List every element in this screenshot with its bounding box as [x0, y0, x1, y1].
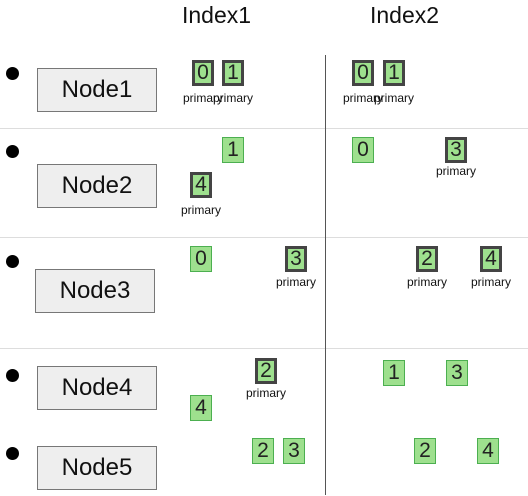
column-divider: [325, 55, 326, 495]
shard: 2: [416, 246, 438, 272]
node-button[interactable]: Node2: [37, 164, 157, 208]
shard: 0: [352, 137, 374, 163]
shard: 0: [190, 246, 212, 272]
node-button[interactable]: Node1: [37, 68, 157, 112]
shard: 4: [190, 172, 212, 198]
shard: 2: [255, 358, 277, 384]
shard: 2: [414, 438, 436, 464]
row-separator: [0, 237, 528, 238]
shard: 3: [285, 246, 307, 272]
shard: 4: [477, 438, 499, 464]
index-header: Index2: [370, 2, 440, 28]
row-separator: [0, 348, 528, 349]
shard: 1: [383, 60, 405, 86]
bullet: [6, 255, 19, 268]
node-button[interactable]: Node5: [37, 446, 157, 490]
shard-caption: primary: [180, 203, 222, 217]
node-button[interactable]: Node3: [35, 269, 155, 313]
shard-caption: primary: [435, 164, 477, 178]
shard: 3: [446, 360, 468, 386]
index-header: Index1: [182, 2, 252, 28]
shard: 3: [283, 438, 305, 464]
shard-caption: primary: [342, 91, 384, 105]
bullet: [6, 369, 19, 382]
shard: 4: [190, 395, 212, 421]
shard: 4: [480, 246, 502, 272]
shard: 1: [383, 360, 405, 386]
shard-caption: primary: [275, 275, 317, 289]
bullet: [6, 67, 19, 80]
bullet: [6, 145, 19, 158]
shard-caption: primary: [212, 91, 254, 105]
shard: 2: [252, 438, 274, 464]
shard-caption: primary: [245, 386, 287, 400]
shard-caption: primary: [470, 275, 512, 289]
row-separator: [0, 128, 528, 129]
shard-caption: primary: [182, 91, 224, 105]
shard: 3: [445, 137, 467, 163]
shard: 0: [192, 60, 214, 86]
shard: 1: [222, 137, 244, 163]
node-button[interactable]: Node4: [37, 366, 157, 410]
bullet: [6, 447, 19, 460]
shard: 1: [222, 60, 244, 86]
shard: 0: [352, 60, 374, 86]
shard-caption: primary: [373, 91, 415, 105]
shard-caption: primary: [406, 275, 448, 289]
